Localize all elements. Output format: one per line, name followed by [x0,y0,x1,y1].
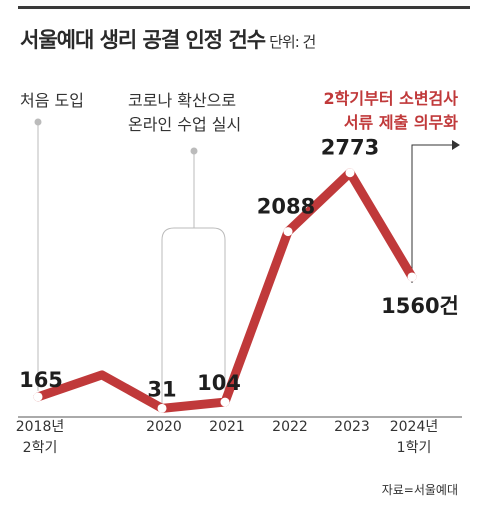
source-label: 자료=서울예대 [381,483,458,497]
data-point [33,392,43,402]
x-tick-label: 2020 [146,419,182,435]
x-tick-label: 2021 [209,419,245,435]
annotation-arrow-line [411,144,452,283]
data-point [157,403,167,413]
data-point [407,272,417,282]
data-label: 2088 [257,195,315,219]
data-label: 1560건 [381,294,459,318]
data-point [345,168,355,178]
data-label: 104 [197,371,241,395]
annotation-text-highlight: 서류 제출 의무화 [344,113,458,132]
data-label: 2773 [321,136,379,160]
data-label: 165 [19,368,63,392]
data-point [283,227,293,237]
data-label: 31 [147,377,176,401]
x-tick-label: 2학기 [23,440,58,456]
data-point [220,397,230,407]
x-tick-label: 2024년 [390,419,439,435]
unit-label: 단위: 건 [269,33,316,51]
x-tick-label: 1학기 [397,440,432,456]
chart-title: 서울예대 생리 공결 인정 건수 단위: 건 [20,24,316,54]
annotation-text: 처음 도입 [20,91,84,110]
annotation-bracket [161,227,226,405]
annotation-text: 코로나 확산으로 [128,91,236,110]
annotation-text: 온라인 수업 실시 [128,115,241,134]
annotation-arrowhead [452,140,460,150]
x-tick-label: 2023 [334,419,370,435]
x-tick-label: 2018년 [16,419,65,435]
x-tick-label: 2022 [272,419,308,435]
annotation-text-highlight: 2학기부터 소변검사 [324,89,459,108]
top-rule [18,6,470,9]
chart-title-text: 서울예대 생리 공결 인정 건수 [20,28,266,52]
